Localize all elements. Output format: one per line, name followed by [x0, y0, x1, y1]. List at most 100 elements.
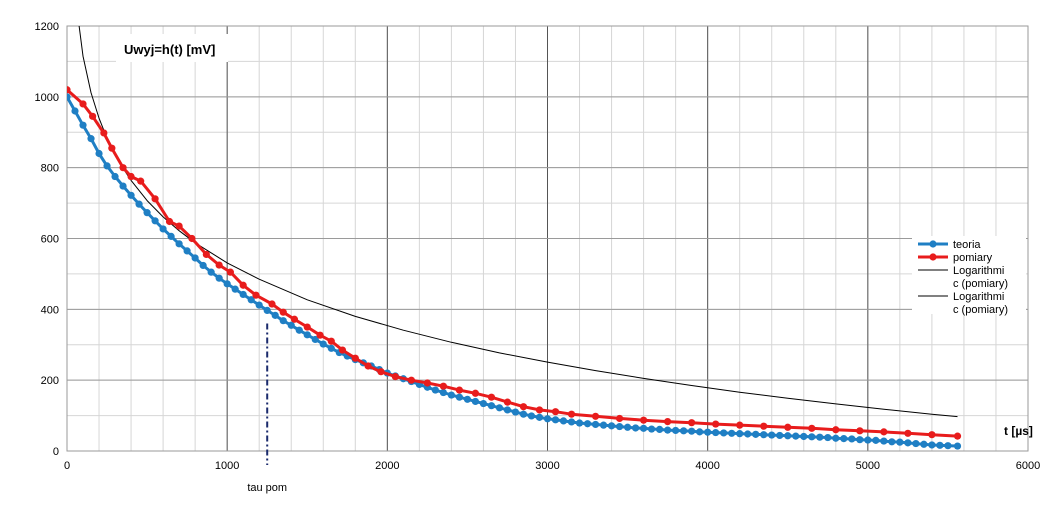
- data-point-teoria: [199, 261, 207, 270]
- data-point-pomiary: [290, 315, 299, 323]
- series-pomiary: [67, 86, 962, 440]
- data-point-teoria: [880, 437, 888, 445]
- x-tick-label: 0: [64, 460, 70, 472]
- data-point-pomiary: [79, 100, 87, 108]
- data-point-teoria: [207, 268, 215, 276]
- data-point-pomiary: [316, 331, 324, 339]
- data-point-pomiary: [832, 426, 840, 434]
- legend-label: teoria: [953, 239, 981, 251]
- data-point-pomiary: [591, 412, 600, 420]
- data-point-teoria: [255, 301, 263, 309]
- data-point-teoria: [848, 435, 856, 443]
- data-point-teoria: [567, 418, 576, 426]
- y-tick-label: 200: [41, 375, 59, 387]
- data-point-pomiary: [202, 250, 210, 259]
- data-point-pomiary: [175, 222, 183, 230]
- data-point-pomiary: [327, 337, 335, 345]
- data-point-teoria: [648, 425, 656, 433]
- data-point-teoria: [151, 217, 159, 225]
- data-point-pomiary: [364, 362, 372, 370]
- data-point-teoria: [631, 424, 640, 432]
- data-point-teoria: [840, 435, 848, 443]
- data-point-teoria: [623, 423, 632, 431]
- data-point-teoria: [896, 438, 904, 446]
- data-point-teoria: [920, 440, 928, 448]
- series-trendline: [78, 26, 958, 418]
- data-point-teoria: [495, 404, 504, 412]
- data-point-pomiary: [503, 398, 512, 406]
- data-point-teoria: [135, 200, 143, 208]
- data-point-teoria: [928, 441, 936, 449]
- data-point-teoria: [87, 135, 95, 143]
- y-tick-label: 400: [41, 304, 59, 316]
- data-point-teoria: [591, 420, 600, 429]
- legend-swatch-marker: [929, 253, 937, 261]
- x-tick-label: 6000: [1016, 460, 1040, 472]
- data-point-teoria: [688, 427, 696, 435]
- data-point-teoria: [167, 232, 175, 240]
- data-point-teoria: [519, 410, 528, 418]
- data-point-teoria: [704, 428, 712, 436]
- tau-label: tau pom: [247, 482, 287, 494]
- legend-item: pomiary: [918, 252, 993, 264]
- data-point-pomiary: [487, 393, 496, 401]
- data-point-teoria: [287, 321, 295, 329]
- data-point-teoria: [67, 93, 71, 101]
- series-line-logarithmic: [78, 26, 958, 418]
- legend-label: Logarithmi: [953, 265, 1004, 277]
- data-point-teoria: [664, 426, 672, 434]
- legend-label: c (pomiary): [953, 278, 1008, 290]
- data-point-pomiary: [239, 281, 247, 289]
- data-point-teoria: [191, 254, 199, 262]
- data-point-teoria: [95, 149, 103, 158]
- data-point-teoria: [728, 429, 736, 437]
- data-point-teoria: [503, 406, 512, 414]
- data-point-pomiary: [67, 86, 71, 94]
- x-tick-label: 3000: [535, 460, 559, 472]
- data-point-teoria: [79, 121, 87, 129]
- data-point-pomiary: [151, 195, 159, 203]
- chart-title-box: Uwyj=h(t) [mV]: [116, 34, 228, 62]
- y-tick-label: 600: [41, 234, 59, 246]
- data-point-teoria: [744, 430, 752, 438]
- data-point-teoria: [447, 391, 455, 399]
- data-point-pomiary: [519, 403, 528, 411]
- x-tick-label: 5000: [856, 460, 880, 472]
- data-point-teoria: [543, 415, 552, 423]
- data-point-pomiary: [567, 410, 576, 418]
- data-point-teoria: [511, 408, 520, 416]
- data-point-teoria: [559, 417, 568, 425]
- data-point-pomiary: [303, 323, 311, 331]
- data-point-teoria: [303, 331, 311, 339]
- data-point-teoria: [111, 172, 119, 181]
- data-point-teoria: [231, 285, 239, 293]
- y-tick-label: 800: [41, 163, 59, 175]
- series-teoria: [67, 93, 962, 450]
- data-point-teoria: [119, 182, 127, 190]
- legend-label: c (pomiary): [953, 304, 1008, 316]
- legend-label: Logarithmi: [953, 291, 1004, 303]
- data-point-teoria: [696, 428, 704, 436]
- data-point-pomiary: [712, 420, 720, 428]
- data-point-teoria: [103, 162, 111, 170]
- data-point-pomiary: [407, 376, 415, 384]
- data-point-teoria: [607, 422, 616, 430]
- data-point-pomiary: [338, 346, 347, 354]
- data-point-teoria: [680, 427, 688, 435]
- data-point-teoria: [856, 436, 864, 444]
- data-point-teoria: [239, 290, 247, 299]
- data-point-teoria: [71, 107, 79, 115]
- data-point-pomiary: [471, 389, 480, 397]
- data-point-teoria: [479, 399, 488, 408]
- data-point-teoria: [583, 420, 592, 428]
- data-point-teoria: [455, 393, 464, 401]
- legend-item: teoria: [918, 239, 981, 251]
- data-point-teoria: [271, 311, 279, 319]
- data-point-teoria: [223, 280, 231, 288]
- legend-background: [912, 236, 1026, 314]
- data-point-teoria: [832, 434, 840, 442]
- data-point-pomiary: [423, 379, 431, 387]
- y-tick-label: 1200: [35, 21, 59, 33]
- data-point-pomiary: [351, 354, 359, 362]
